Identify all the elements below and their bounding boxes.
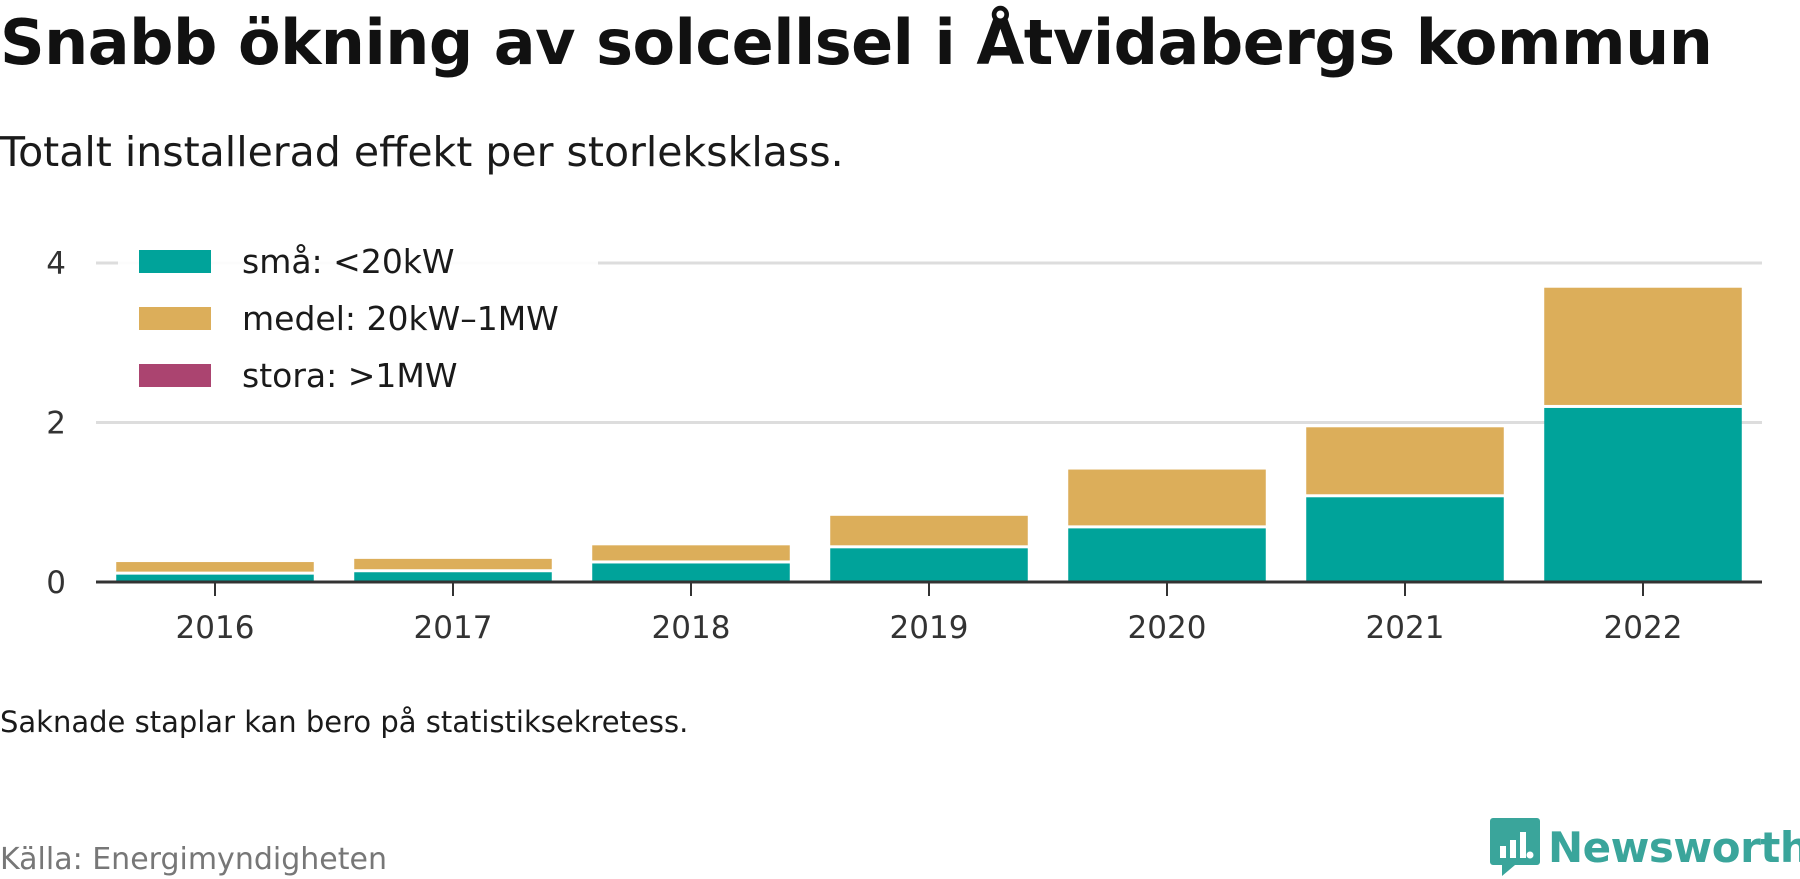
brand-name: Newsworthy [1548,822,1800,872]
chart-subtitle: Totalt installerad effekt per storlekskl… [0,128,844,176]
y-tick-label: 0 [46,565,66,601]
bar-segment [354,558,552,570]
x-tick-label: 2016 [176,610,255,646]
footnote: Saknade staplar kan bero på statistiksek… [0,705,689,739]
source-credit: Källa: Energimyndigheten [0,842,387,877]
legend-label: medel: 20kW–1MW [242,299,559,338]
bar-segment [116,574,314,582]
stacked-bar-chart: 0 2 4 2016 2017 2018 2019 2020 2021 2022 små: <20… [46,236,1762,646]
bar-segment [1306,497,1504,582]
x-tick-label: 2019 [890,610,969,646]
x-tick-label: 2022 [1604,610,1683,646]
legend-swatch [139,307,211,330]
bar-segment [116,562,314,572]
bar-segment [1544,287,1742,405]
x-tick-label: 2017 [414,610,493,646]
legend: små: <20kW medel: 20kW–1MW stora: >1MW [118,236,598,406]
legend-swatch [139,364,211,387]
brand-logo: Newsworthy [1490,818,1800,876]
newsworthy-logo-icon [1490,818,1540,876]
x-tick-label: 2020 [1128,610,1207,646]
legend-swatch [139,250,211,273]
legend-label: stora: >1MW [242,356,457,395]
x-tick-label: 2018 [652,610,731,646]
bars [116,287,1742,582]
bar-segment [592,563,790,582]
bar-segment [1068,469,1266,526]
bar-segment [592,545,790,561]
bar-segment [1306,427,1504,495]
bar-segment [1544,407,1742,582]
axes: 0 2 4 2016 2017 2018 2019 2020 2021 2022 [46,246,1762,646]
bar-segment [830,515,1028,546]
x-tick-label: 2021 [1366,610,1445,646]
y-tick-label: 2 [46,406,66,442]
bar-segment [830,548,1028,582]
bar-segment [1068,528,1266,582]
bar-segment [354,572,552,582]
y-tick-label: 4 [46,246,66,282]
legend-label: små: <20kW [242,242,455,281]
chart-title: Snabb ökning av solcellsel i Åtvidabergs… [0,6,1713,79]
